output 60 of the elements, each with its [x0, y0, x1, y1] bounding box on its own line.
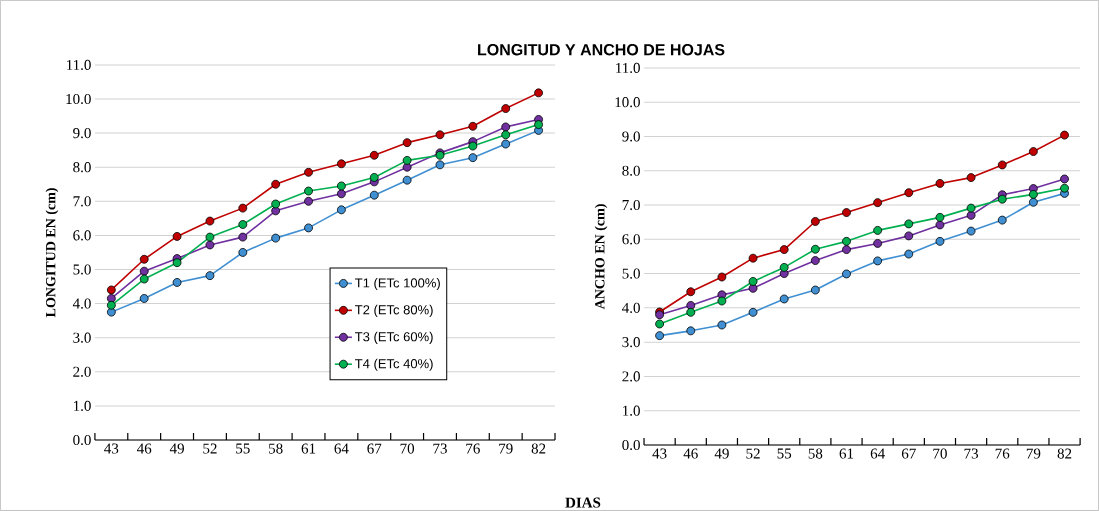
x-tick-label: 64 [870, 448, 885, 459]
x-tick-label: 46 [683, 448, 698, 459]
x-tick-label: 76 [466, 443, 480, 454]
y-tick-label: 2.0 [73, 366, 91, 377]
x-tick-label: 73 [964, 448, 979, 459]
y-tick-label: 9.0 [73, 128, 91, 139]
x-tick-label: 76 [995, 448, 1010, 459]
y-tick-label: 4.0 [72, 298, 91, 309]
x-tick-label: 49 [169, 443, 184, 454]
x-tick-label: 64 [334, 443, 349, 454]
x-tick-label: 61 [301, 443, 316, 454]
y-tick-label: 6.0 [73, 230, 91, 241]
x-tick-label: 43 [104, 443, 119, 454]
x-tick-label: 67 [367, 443, 382, 454]
y-tick-label: 6.0 [622, 234, 640, 245]
y-tick-label: 7.0 [622, 199, 640, 211]
x-tick-label: 46 [137, 443, 152, 454]
y-tick-label: 1.0 [73, 400, 91, 411]
y-tick-label: 1.0 [623, 405, 640, 416]
y-tick-label: 2.0 [622, 371, 640, 382]
x-tick-label: 49 [714, 448, 729, 459]
x-tick-label: 82 [531, 443, 546, 454]
legend-label: T4 (ETc 40%) [355, 358, 433, 371]
y-tick-label: 3.0 [73, 332, 91, 343]
legend-label: T2 (ETc 80%) [355, 304, 433, 318]
x-tick-label: 55 [236, 443, 250, 454]
text: LONGITUD Y ANCHO DE HOJAS [478, 44, 725, 56]
y-tick-label: 9.0 [622, 131, 640, 142]
x-tick-label: 52 [203, 443, 217, 454]
x-tick-label: 61 [839, 448, 854, 459]
x-tick-label: 70 [400, 443, 415, 454]
y-tick-label: 8.0 [622, 165, 640, 176]
x-tick-label: 70 [933, 448, 947, 459]
y-tick-label: 11.0 [67, 59, 91, 71]
y-axis-title: ANCHO EN (cm) [594, 204, 608, 310]
y-tick-label: 10.0 [66, 93, 91, 105]
y-tick-label: 10.0 [615, 97, 640, 108]
x-tick-label: 82 [1057, 448, 1072, 459]
y-tick-label: 0.0 [622, 439, 640, 451]
x-axis-title: DIAS [565, 497, 601, 508]
x-tick-label: 79 [499, 443, 513, 454]
y-tick-label: 0.0 [73, 434, 91, 446]
x-tick-label: 67 [901, 448, 916, 459]
y-tick-label: 11.0 [616, 62, 640, 74]
x-tick-label: 52 [746, 448, 760, 459]
y-tick-label: 4.0 [622, 302, 640, 313]
y-axis-title: LONGITUD EN (cm) [45, 188, 59, 318]
y-tick-label: 5.0 [622, 268, 640, 279]
x-tick-label: 43 [652, 448, 667, 459]
legend-label: T1 (ETc 100%) [355, 277, 440, 291]
x-tick-label: 55 [777, 448, 792, 459]
x-tick-label: 79 [1026, 448, 1041, 459]
x-tick-label: 73 [433, 443, 447, 454]
y-tick-label: 3.0 [622, 337, 640, 348]
legend-label: T3 (ETc 60%) [355, 331, 433, 344]
y-tick-label: 5.0 [73, 264, 91, 275]
y-tick-label: 7.0 [73, 196, 91, 207]
y-tick-label: 8.0 [73, 162, 91, 173]
x-tick-label: 58 [269, 443, 283, 454]
x-tick-label: 58 [808, 448, 823, 459]
